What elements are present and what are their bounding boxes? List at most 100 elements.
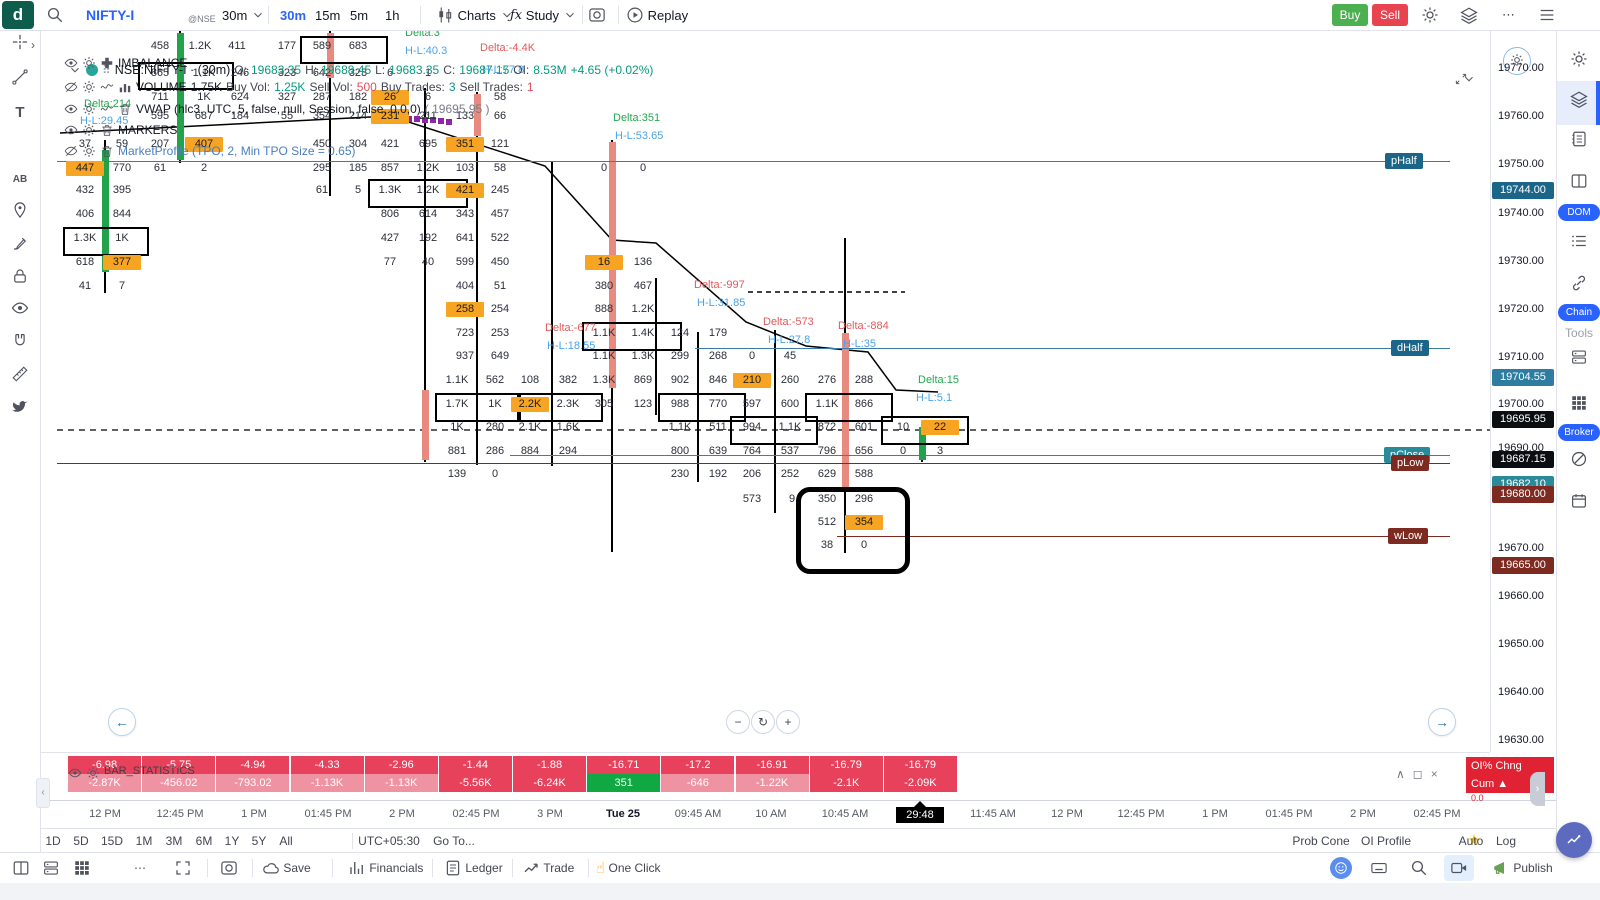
lock-tool[interactable]: [8, 267, 32, 291]
menu-button[interactable]: [1538, 0, 1556, 30]
eye-icon[interactable]: [64, 102, 78, 116]
twitter-share[interactable]: [8, 398, 32, 422]
video-button[interactable]: [1444, 855, 1474, 881]
eye-icon[interactable]: [64, 56, 78, 70]
search-button[interactable]: [46, 0, 64, 30]
pin-tool[interactable]: [8, 201, 32, 225]
prob-cone-button[interactable]: Prob Cone: [1292, 834, 1350, 848]
financials-button[interactable]: Financials: [348, 853, 423, 883]
maximize-pane-icon[interactable]: [1454, 70, 1468, 88]
range-5D[interactable]: 5D: [73, 834, 89, 848]
scroll-left-button[interactable]: ←: [108, 708, 136, 736]
range-1M[interactable]: 1M: [135, 834, 153, 848]
trash-icon[interactable]: [100, 123, 114, 137]
eyeoff-icon[interactable]: [64, 80, 78, 94]
gear-icon[interactable]: [82, 102, 96, 116]
timeframe-1h[interactable]: 1h: [385, 7, 400, 23]
range-15D[interactable]: 15D: [100, 834, 124, 848]
shortcuts-keyboard-button[interactable]: [1370, 853, 1388, 883]
settings-button[interactable]: [1421, 0, 1439, 30]
hist-icon[interactable]: [118, 80, 132, 94]
pane-control-2[interactable]: ×: [1430, 767, 1438, 781]
list-icon[interactable]: [1566, 232, 1592, 258]
trash-icon[interactable]: [118, 102, 132, 116]
snapshot-button[interactable]: [588, 0, 606, 30]
block-icon[interactable]: [1566, 450, 1592, 476]
trash-icon[interactable]: [100, 144, 114, 158]
layout-grid-button[interactable]: [73, 853, 91, 883]
wave-icon[interactable]: [100, 80, 114, 94]
reset-zoom-button[interactable]: ↻: [751, 710, 775, 734]
gear-icon[interactable]: [82, 144, 96, 158]
eye-icon[interactable]: [68, 764, 82, 782]
save-button[interactable]: Save: [262, 853, 311, 883]
calendar-icon[interactable]: [1566, 492, 1592, 518]
chart-plot-area[interactable]: pHalfdHalfpClosepLowwLow 4581.2K41117758…: [40, 30, 1490, 752]
layout-single-button[interactable]: [12, 853, 30, 883]
range-All[interactable]: All: [279, 834, 293, 848]
one-click-button[interactable]: ☝ One Click: [596, 860, 661, 877]
range-5Y[interactable]: 5Y: [251, 834, 267, 848]
layout-layers-button[interactable]: [1460, 0, 1478, 30]
brush-tool[interactable]: [8, 234, 32, 258]
range-3M[interactable]: 3M: [165, 834, 183, 848]
gear-icon[interactable]: [86, 764, 100, 782]
gear-icon[interactable]: [82, 56, 96, 70]
magnet-tool[interactable]: [8, 332, 32, 356]
charts-menu[interactable]: Charts: [436, 0, 514, 30]
timeframe-15m[interactable]: 15m: [315, 7, 341, 23]
plusgrid-icon[interactable]: [100, 56, 114, 70]
screenshot-button[interactable]: [220, 853, 238, 883]
pattern-tool[interactable]: AB: [12, 174, 28, 185]
layout-two-pane-button[interactable]: [42, 853, 60, 883]
shapes-tool[interactable]: [8, 134, 32, 158]
study-menu[interactable]: ƒx Study: [510, 0, 577, 30]
symbol-name[interactable]: NIFTY-I: [86, 7, 135, 23]
trend-line-tool[interactable]: [8, 68, 32, 92]
auto-button[interactable]: Auto: [1458, 834, 1484, 848]
eye-icon[interactable]: [64, 123, 78, 137]
eyeoff-icon[interactable]: [64, 144, 78, 158]
chain-badge[interactable]: Chain: [1558, 304, 1600, 321]
interval-dropdown[interactable]: 30m: [222, 0, 265, 30]
timeframe-5m[interactable]: 5m: [350, 7, 369, 23]
sell-button[interactable]: Sell: [1372, 4, 1408, 26]
pane-control-0[interactable]: ∧: [1396, 767, 1405, 781]
notebook-icon[interactable]: [1566, 130, 1592, 156]
timeframe-30m[interactable]: 30m: [280, 7, 307, 23]
axis-settings-button[interactable]: [1503, 47, 1531, 75]
buy-button[interactable]: Buy: [1332, 4, 1368, 26]
replay-button[interactable]: Replay: [626, 0, 688, 30]
apps-icon[interactable]: [1566, 394, 1592, 420]
fullscreen-button[interactable]: [174, 853, 192, 883]
trade-button[interactable]: Trade: [522, 853, 574, 883]
expand-panel-handle[interactable]: ›: [1530, 772, 1545, 806]
split-view-icon[interactable]: [1566, 172, 1592, 198]
price-axis[interactable]: 19770.00 19760.00 19750.00 19740.00 19730.00…: [1490, 30, 1557, 794]
search-tools-button[interactable]: [1410, 853, 1428, 883]
publish-button[interactable]: Publish: [1492, 853, 1553, 883]
gear-icon[interactable]: [82, 80, 96, 94]
text-tool[interactable]: T: [15, 104, 25, 121]
insights-fab-button[interactable]: [1556, 822, 1592, 858]
visibility-tool[interactable]: [8, 299, 32, 323]
range-1Y[interactable]: 1Y: [224, 834, 240, 848]
layers-icon[interactable]: [1566, 90, 1592, 116]
broker-badge[interactable]: Broker: [1558, 424, 1600, 441]
broker-logo[interactable]: d: [2, 1, 34, 29]
time-axis[interactable]: 12 PM 12:45 PM 1 PM 01:45 PM 2 PM 02:45 PM 3 P…: [40, 800, 1556, 829]
drag-handle-icon[interactable]: ⠿: [102, 63, 111, 77]
settings-icon[interactable]: [1566, 50, 1592, 76]
scroll-right-button[interactable]: →: [1428, 708, 1456, 736]
link-icon[interactable]: [1566, 274, 1592, 300]
feedback-smiley-button[interactable]: [1330, 853, 1352, 883]
goto-button[interactable]: Go To...: [433, 834, 475, 848]
measure-tool[interactable]: [8, 365, 32, 389]
more-layouts-button[interactable]: ⋯: [134, 861, 148, 875]
log-button[interactable]: Log: [1495, 834, 1517, 848]
watchlist-icon[interactable]: [1566, 348, 1592, 374]
timezone-button[interactable]: UTC+05:30: [358, 834, 420, 848]
range-1D[interactable]: 1D: [45, 834, 61, 848]
pane-control-1[interactable]: ◻: [1412, 767, 1423, 781]
oi-profile-button[interactable]: OI Profile: [1360, 834, 1412, 848]
